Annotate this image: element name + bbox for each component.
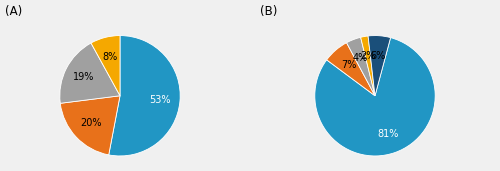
Text: (B): (B) <box>260 5 278 18</box>
Text: 4%: 4% <box>353 53 368 63</box>
Wedge shape <box>108 36 180 156</box>
Text: 81%: 81% <box>378 129 399 139</box>
Text: 19%: 19% <box>74 73 95 82</box>
Wedge shape <box>60 96 120 155</box>
Wedge shape <box>60 43 120 103</box>
Wedge shape <box>315 38 435 156</box>
Text: 8%: 8% <box>102 52 118 62</box>
Text: (A): (A) <box>5 5 22 18</box>
Wedge shape <box>91 36 120 96</box>
Text: 20%: 20% <box>80 118 102 128</box>
Wedge shape <box>326 43 375 96</box>
Text: 6%: 6% <box>370 51 386 61</box>
Wedge shape <box>346 37 375 96</box>
Text: 2%: 2% <box>360 51 376 61</box>
Text: 7%: 7% <box>341 60 356 70</box>
Text: 53%: 53% <box>150 95 171 104</box>
Wedge shape <box>368 36 390 96</box>
Wedge shape <box>360 36 375 96</box>
